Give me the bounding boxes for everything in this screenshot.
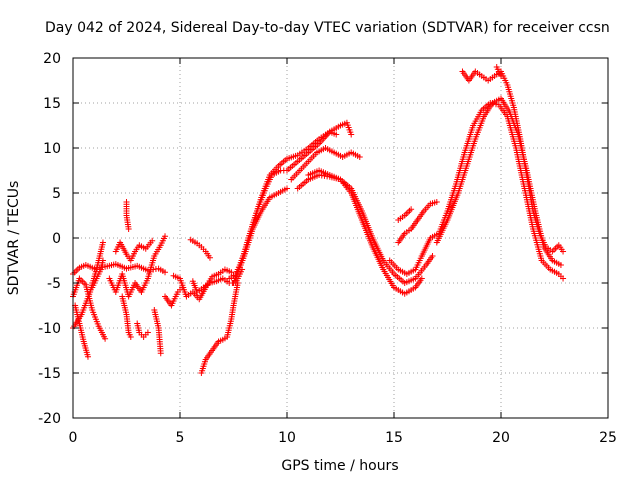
y-tick-label: 0	[52, 231, 61, 247]
data-point	[99, 257, 106, 264]
data-point	[408, 206, 415, 213]
x-tick-label: 0	[69, 430, 78, 446]
data-point	[149, 237, 156, 244]
data-point	[179, 284, 186, 291]
data-point	[284, 185, 290, 192]
data-point	[560, 248, 567, 255]
data-point	[84, 353, 91, 360]
data-point	[162, 233, 169, 240]
data-point	[560, 275, 567, 282]
y-tick-label: 5	[52, 186, 61, 202]
data-point	[102, 335, 109, 342]
y-tick-label: -10	[38, 321, 61, 337]
y-tick-label: 20	[43, 51, 61, 67]
chart-title: Day 042 of 2024, Sidereal Day-to-day VTE…	[45, 20, 610, 36]
y-tick-label: 10	[43, 141, 61, 157]
x-tick-labels: 0 5 10 15 20 25	[69, 430, 617, 446]
x-axis-label: GPS time / hours	[281, 458, 398, 474]
x-tick-label: 25	[599, 430, 617, 446]
x-tick-label: 15	[385, 430, 403, 446]
y-tick-label: -5	[47, 276, 61, 292]
x-tick-label: 20	[492, 430, 510, 446]
data-point	[99, 239, 106, 246]
data-point	[125, 226, 132, 232]
data-point	[557, 262, 564, 268]
y-tick-label: -20	[38, 411, 61, 427]
y-tick-labels: -20 -15 -10 -5 0 5 10 15 20	[38, 51, 61, 427]
data-point	[433, 199, 440, 205]
data-point	[498, 73, 504, 79]
data-point	[144, 329, 151, 336]
data-point	[356, 154, 363, 160]
data-point	[157, 350, 164, 357]
y-tick-label: -15	[38, 366, 61, 382]
data-point	[348, 131, 355, 138]
x-tick-label: 10	[278, 430, 296, 446]
data-point	[418, 275, 425, 282]
data-points	[70, 64, 567, 376]
data-point	[429, 253, 436, 259]
y-axis-label: SDTVAR / TECUs	[6, 181, 22, 296]
data-point	[127, 334, 134, 340]
data-point	[162, 269, 169, 276]
data-point	[333, 131, 340, 138]
axis-ticks	[72, 57, 609, 419]
y-tick-label: 15	[43, 96, 61, 112]
data-point	[206, 254, 213, 261]
gridlines	[73, 58, 608, 418]
x-tick-label: 5	[176, 430, 185, 446]
